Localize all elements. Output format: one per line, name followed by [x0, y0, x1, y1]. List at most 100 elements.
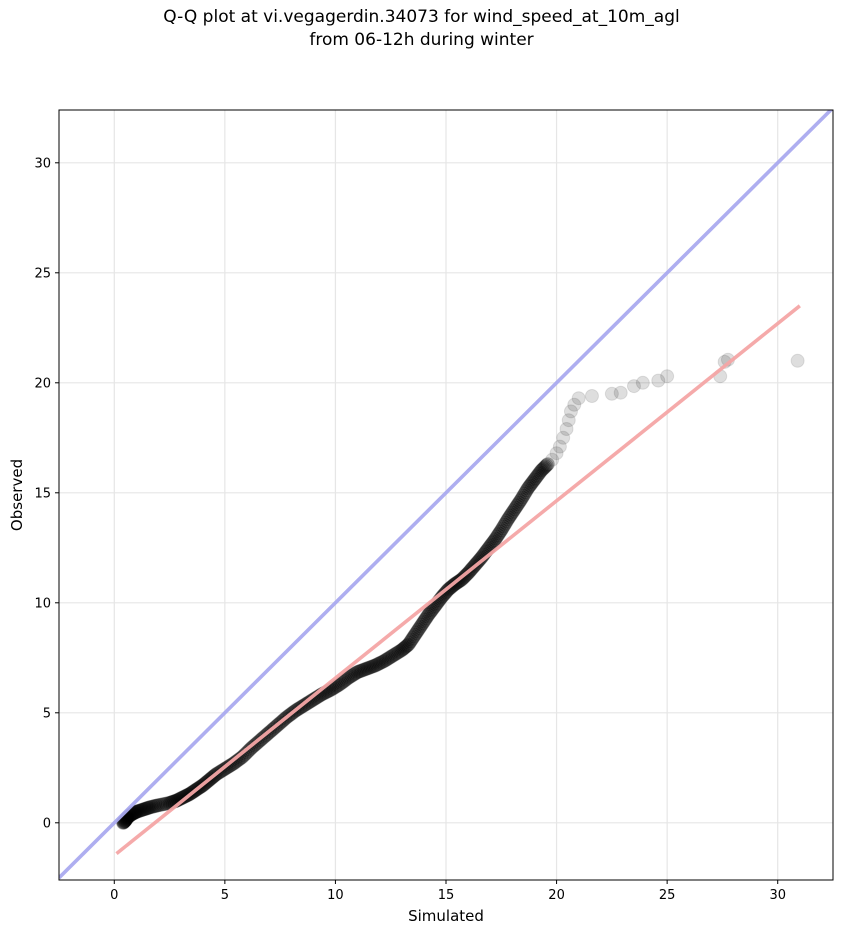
data-point: [388, 646, 403, 661]
data-point: [493, 524, 508, 539]
data-point: [524, 477, 539, 491]
data-point: [132, 803, 147, 818]
data-point-tail: [604, 386, 619, 401]
data-point: [331, 678, 346, 693]
data-point-tail: [561, 413, 576, 428]
data-point: [352, 664, 367, 679]
data-point: [372, 656, 387, 671]
data-point: [409, 626, 424, 641]
data-point: [509, 499, 524, 513]
data-point: [411, 622, 426, 637]
data-point: [485, 536, 500, 551]
data-point: [504, 507, 519, 522]
data-point: [137, 802, 152, 817]
data-point-tail: [613, 385, 628, 400]
data-point: [130, 804, 145, 819]
data-point: [341, 670, 356, 685]
data-point: [395, 642, 410, 657]
data-point: [381, 651, 396, 666]
y-tick-label: 10: [34, 596, 51, 611]
data-point: [382, 650, 397, 665]
data-point: [518, 485, 533, 500]
data-point: [387, 647, 402, 662]
data-point: [363, 660, 378, 675]
data-point-tail: [559, 422, 574, 436]
data-point: [147, 799, 162, 814]
reference-lines: [59, 110, 833, 880]
grid-lines: [59, 110, 833, 880]
data-point: [338, 672, 353, 687]
data-point-tail: [552, 439, 567, 454]
data-point: [344, 668, 359, 683]
chart-title-line-2: from 06-12h during winter: [309, 30, 534, 50]
data-point: [328, 679, 343, 694]
data-point: [337, 673, 352, 688]
data-point: [347, 666, 362, 681]
data-point: [385, 648, 400, 663]
data-point: [539, 458, 554, 473]
data-point: [136, 802, 151, 817]
y-tick-label: 15: [34, 486, 51, 501]
data-point: [415, 616, 430, 631]
data-point: [499, 514, 514, 529]
data-point: [380, 652, 395, 667]
data-point: [138, 801, 153, 816]
data-point: [346, 667, 361, 682]
data-point: [359, 661, 374, 676]
data-point: [375, 654, 390, 669]
x-tick-label: 5: [221, 888, 229, 903]
data-point: [142, 800, 157, 815]
data-point: [127, 805, 142, 820]
data-point: [362, 660, 377, 675]
data-point: [350, 665, 365, 680]
data-point: [148, 798, 163, 813]
data-point: [139, 801, 154, 816]
data-point: [513, 494, 528, 509]
data-point: [335, 675, 350, 689]
data-point: [129, 804, 144, 819]
data-point: [520, 481, 535, 496]
data-point: [365, 659, 380, 674]
data-point: [329, 679, 344, 694]
data-point: [497, 517, 512, 532]
data-point: [489, 529, 504, 544]
data-point: [507, 502, 522, 517]
data-point: [340, 671, 355, 686]
data-point: [506, 503, 521, 518]
data-point: [349, 666, 364, 681]
data-point: [393, 644, 408, 659]
data-point: [515, 490, 530, 505]
data-point: [537, 460, 552, 475]
data-point: [503, 508, 518, 523]
data-point: [155, 797, 170, 812]
data-point: [514, 492, 529, 507]
fit-line: [115, 304, 801, 856]
data-point: [417, 612, 432, 627]
data-point: [126, 806, 141, 821]
data-point: [399, 639, 414, 654]
data-point: [410, 624, 425, 639]
data-point: [421, 607, 436, 622]
data-point: [391, 644, 406, 659]
data-point: [127, 805, 142, 820]
data-points: [116, 352, 805, 830]
data-point: [496, 519, 511, 534]
y-tick-label: 0: [43, 816, 51, 831]
data-point: [505, 505, 520, 520]
data-point: [532, 465, 547, 480]
data-point-tail: [549, 446, 564, 461]
y-tick-label: 25: [34, 266, 51, 281]
x-tick-label: 30: [769, 888, 786, 903]
x-tick-label: 25: [659, 888, 676, 903]
data-point-tail: [545, 452, 560, 467]
data-point: [141, 800, 156, 815]
data-point: [160, 796, 175, 811]
data-point: [495, 521, 510, 536]
data-point: [487, 533, 502, 548]
data-point-tail: [563, 404, 578, 419]
data-point: [531, 466, 546, 481]
data-point: [153, 797, 168, 812]
data-point: [374, 655, 389, 670]
data-point: [423, 604, 438, 619]
data-point: [384, 649, 399, 664]
